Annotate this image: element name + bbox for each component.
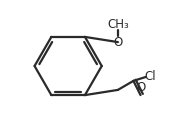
Text: CH₃: CH₃	[107, 18, 129, 31]
Text: O: O	[136, 81, 145, 95]
Text: O: O	[113, 36, 123, 49]
Text: Cl: Cl	[144, 70, 156, 83]
